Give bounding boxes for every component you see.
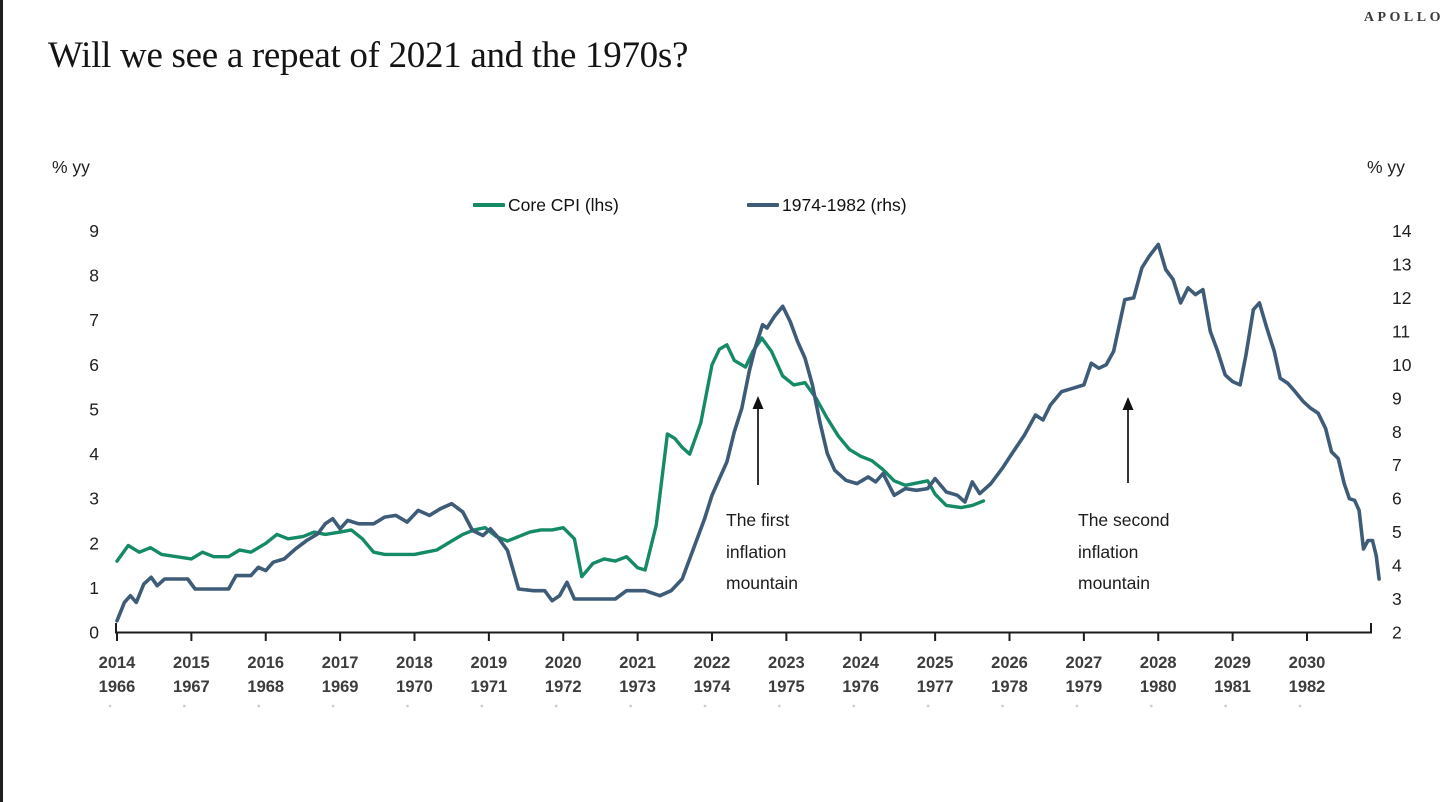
svg-text:10: 10 [1392, 355, 1412, 375]
annotation-line: The first [726, 510, 790, 530]
svg-text:2016: 2016 [247, 654, 284, 672]
svg-text:2015: 2015 [173, 654, 210, 672]
svg-text:2: 2 [89, 533, 99, 553]
svg-text:12: 12 [1392, 288, 1411, 308]
svg-text:14: 14 [1392, 221, 1412, 241]
apollo-logo: APOLLO [1363, 10, 1444, 25]
x-axis-line [115, 623, 1372, 641]
svg-text:8: 8 [89, 266, 99, 286]
second-mountain-up-arrow-icon [1122, 397, 1134, 483]
svg-text:1978: 1978 [991, 678, 1028, 696]
svg-text:2019: 2019 [471, 654, 508, 672]
first-mountain-up-arrow-icon [752, 396, 764, 485]
svg-text:2026: 2026 [991, 654, 1028, 672]
x-axis-tick-labels: 2014 1966 2015 1967 2016 1968 2017 1969 2018 1970… [99, 654, 1326, 696]
svg-text:1969: 1969 [322, 678, 359, 696]
svg-text:0: 0 [89, 623, 99, 643]
svg-text:2020: 2020 [545, 654, 582, 672]
svg-text:2030: 2030 [1289, 654, 1326, 672]
svg-text:2014: 2014 [99, 654, 137, 672]
svg-text:2027: 2027 [1066, 654, 1103, 672]
svg-text:1982: 1982 [1289, 678, 1326, 696]
svg-text:5: 5 [1392, 522, 1402, 542]
right-axis-unit-label: % yy [1367, 157, 1405, 177]
svg-text:8: 8 [1392, 422, 1402, 442]
svg-text:9: 9 [89, 221, 99, 241]
svg-text:4: 4 [89, 444, 99, 464]
svg-text:1970: 1970 [396, 678, 433, 696]
svg-text:1981: 1981 [1214, 678, 1251, 696]
legend-item-1974-1982: 1974-1982 (rhs) [747, 194, 907, 216]
annotation-line: mountain [726, 573, 798, 593]
svg-text:11: 11 [1392, 321, 1410, 341]
legend-label-core-cpi: Core CPI (lhs) [508, 194, 619, 215]
svg-text:1971: 1971 [471, 678, 508, 696]
svg-text:2021: 2021 [619, 654, 656, 672]
annotation-line: inflation [1078, 541, 1139, 562]
right-axis-tick-labels: 2 3 4 5 6 7 8 9 10 11 12 13 14 [1392, 221, 1412, 643]
svg-text:6: 6 [89, 355, 99, 375]
annotation-line: inflation [726, 541, 787, 562]
seventies-line [115, 242, 1381, 623]
svg-text:7: 7 [1392, 455, 1402, 475]
svg-text:2017: 2017 [322, 654, 359, 672]
legend-item-core-cpi: Core CPI (lhs) [473, 194, 619, 216]
svg-text:2023: 2023 [768, 654, 805, 672]
annotation-line: The second [1078, 510, 1170, 530]
second-inflation-mountain-label: The second inflation mountain [1078, 505, 1169, 600]
svg-text:1972: 1972 [545, 678, 582, 696]
left-axis-unit-label: % yy [52, 157, 90, 177]
svg-text:1980: 1980 [1140, 678, 1177, 696]
core-cpi-line-swatch [473, 203, 505, 207]
svg-text:13: 13 [1392, 254, 1411, 274]
svg-text:2018: 2018 [396, 654, 433, 672]
svg-text:1979: 1979 [1066, 678, 1103, 696]
svg-text:1977: 1977 [917, 678, 954, 696]
svg-text:1966: 1966 [99, 678, 136, 696]
svg-text:1974: 1974 [694, 678, 732, 696]
svg-text:2028: 2028 [1140, 654, 1177, 672]
svg-text:1968: 1968 [247, 678, 284, 696]
svg-text:2024: 2024 [842, 654, 880, 672]
svg-text:3: 3 [1392, 589, 1402, 609]
page-title: Will we see a repeat of 2021 and the 197… [48, 35, 689, 76]
svg-text:6: 6 [1392, 489, 1402, 509]
annotation-line: mountain [1078, 573, 1150, 593]
svg-text:1973: 1973 [619, 678, 656, 696]
svg-text:1975: 1975 [768, 678, 805, 696]
left-axis-tick-labels: 0 1 2 3 4 5 6 7 8 9 [89, 221, 99, 643]
legend-label-1974-1982: 1974-1982 (rhs) [782, 194, 907, 215]
x-axis-faint-dots [108, 704, 1302, 708]
svg-text:7: 7 [89, 310, 99, 330]
svg-text:2025: 2025 [917, 654, 954, 672]
svg-text:2029: 2029 [1214, 654, 1251, 672]
core-cpi-line [115, 336, 986, 579]
left-border-rule [0, 0, 3, 802]
svg-text:4: 4 [1392, 556, 1402, 576]
first-inflation-mountain-label: The first inflation mountain [726, 505, 798, 600]
seventies-line-swatch [747, 203, 779, 207]
svg-text:1967: 1967 [173, 678, 210, 696]
svg-text:5: 5 [89, 399, 99, 419]
svg-text:3: 3 [89, 489, 99, 509]
svg-text:1: 1 [89, 578, 99, 598]
svg-text:1976: 1976 [842, 678, 879, 696]
svg-text:2: 2 [1392, 623, 1402, 643]
svg-text:9: 9 [1392, 388, 1402, 408]
svg-text:2022: 2022 [694, 654, 731, 672]
